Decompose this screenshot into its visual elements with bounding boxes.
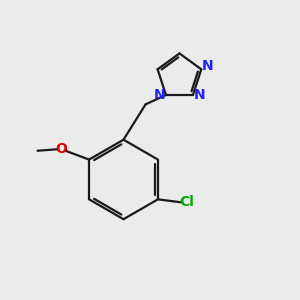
Text: N: N	[194, 88, 206, 102]
Text: N: N	[202, 59, 214, 73]
Text: O: O	[55, 142, 67, 156]
Text: N: N	[154, 88, 165, 102]
Text: Cl: Cl	[180, 195, 194, 209]
